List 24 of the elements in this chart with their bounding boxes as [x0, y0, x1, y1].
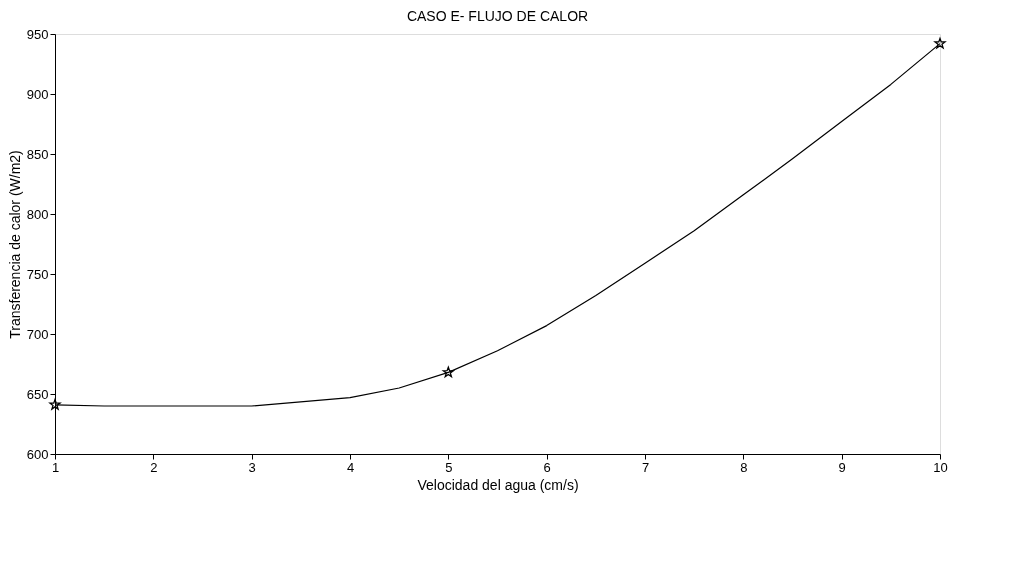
- x-tick-label: 9: [838, 459, 846, 475]
- y-tick-label: 800: [26, 206, 49, 222]
- x-tick-label: 8: [740, 459, 748, 475]
- y-tick-label: 600: [26, 446, 49, 462]
- x-tick-label: 4: [346, 459, 355, 475]
- y-tick-label: 850: [26, 146, 49, 162]
- point: [934, 37, 946, 49]
- x-tick-label: 5: [445, 459, 453, 475]
- y-axis-title: Transferencia de calor (W/m2): [6, 150, 23, 339]
- y-tick-label: 950: [26, 26, 49, 42]
- x-tick-label: 2: [150, 459, 158, 475]
- y-tick-label: 650: [26, 386, 49, 402]
- x-tick-label: 7: [641, 459, 650, 475]
- x-axis-title: Velocidad del agua (cm/s): [417, 476, 579, 493]
- point: [49, 398, 61, 410]
- point: [442, 366, 454, 378]
- x-tick-label: 1: [51, 459, 60, 475]
- y-tick-label: 700: [26, 326, 49, 342]
- x-tick-label: 10: [933, 459, 948, 475]
- chart-title: CASO E- FLUJO DE CALOR: [406, 8, 589, 24]
- y-tick-label: 900: [26, 86, 49, 102]
- x-tick-label: 3: [248, 459, 256, 475]
- x-tick-label: 6: [543, 459, 551, 475]
- y-tick-label: 750: [26, 266, 49, 282]
